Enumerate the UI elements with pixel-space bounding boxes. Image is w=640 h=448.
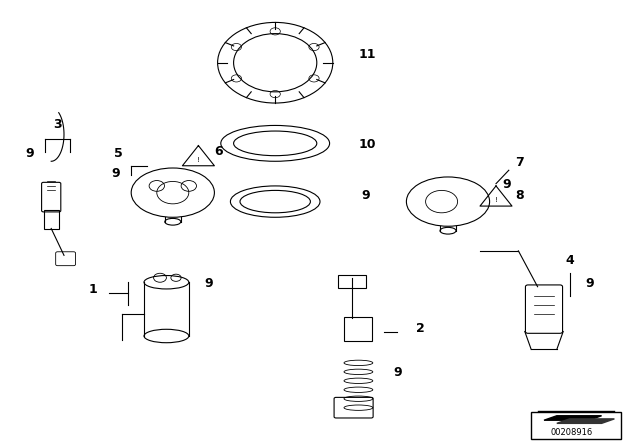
Text: 7: 7	[515, 156, 524, 169]
Text: 6: 6	[214, 145, 223, 158]
Text: 9: 9	[362, 190, 370, 202]
Text: 9: 9	[394, 366, 402, 379]
Text: 9: 9	[586, 277, 594, 290]
Text: !: !	[495, 197, 497, 203]
Polygon shape	[557, 419, 614, 423]
Text: !: !	[197, 157, 200, 163]
Text: 11: 11	[358, 48, 376, 61]
Text: 1: 1	[88, 284, 97, 297]
Text: 9: 9	[205, 277, 213, 290]
Polygon shape	[544, 416, 602, 420]
Text: 9: 9	[111, 167, 120, 180]
Bar	[531, 412, 621, 439]
Text: 9: 9	[502, 178, 511, 191]
Text: 00208916: 00208916	[550, 427, 593, 436]
Text: 9: 9	[26, 147, 34, 160]
Text: 5: 5	[114, 147, 123, 160]
Text: 3: 3	[53, 118, 62, 131]
Text: 8: 8	[515, 190, 524, 202]
Text: 4: 4	[565, 254, 574, 267]
Text: 2: 2	[416, 322, 425, 335]
Text: 10: 10	[358, 138, 376, 151]
